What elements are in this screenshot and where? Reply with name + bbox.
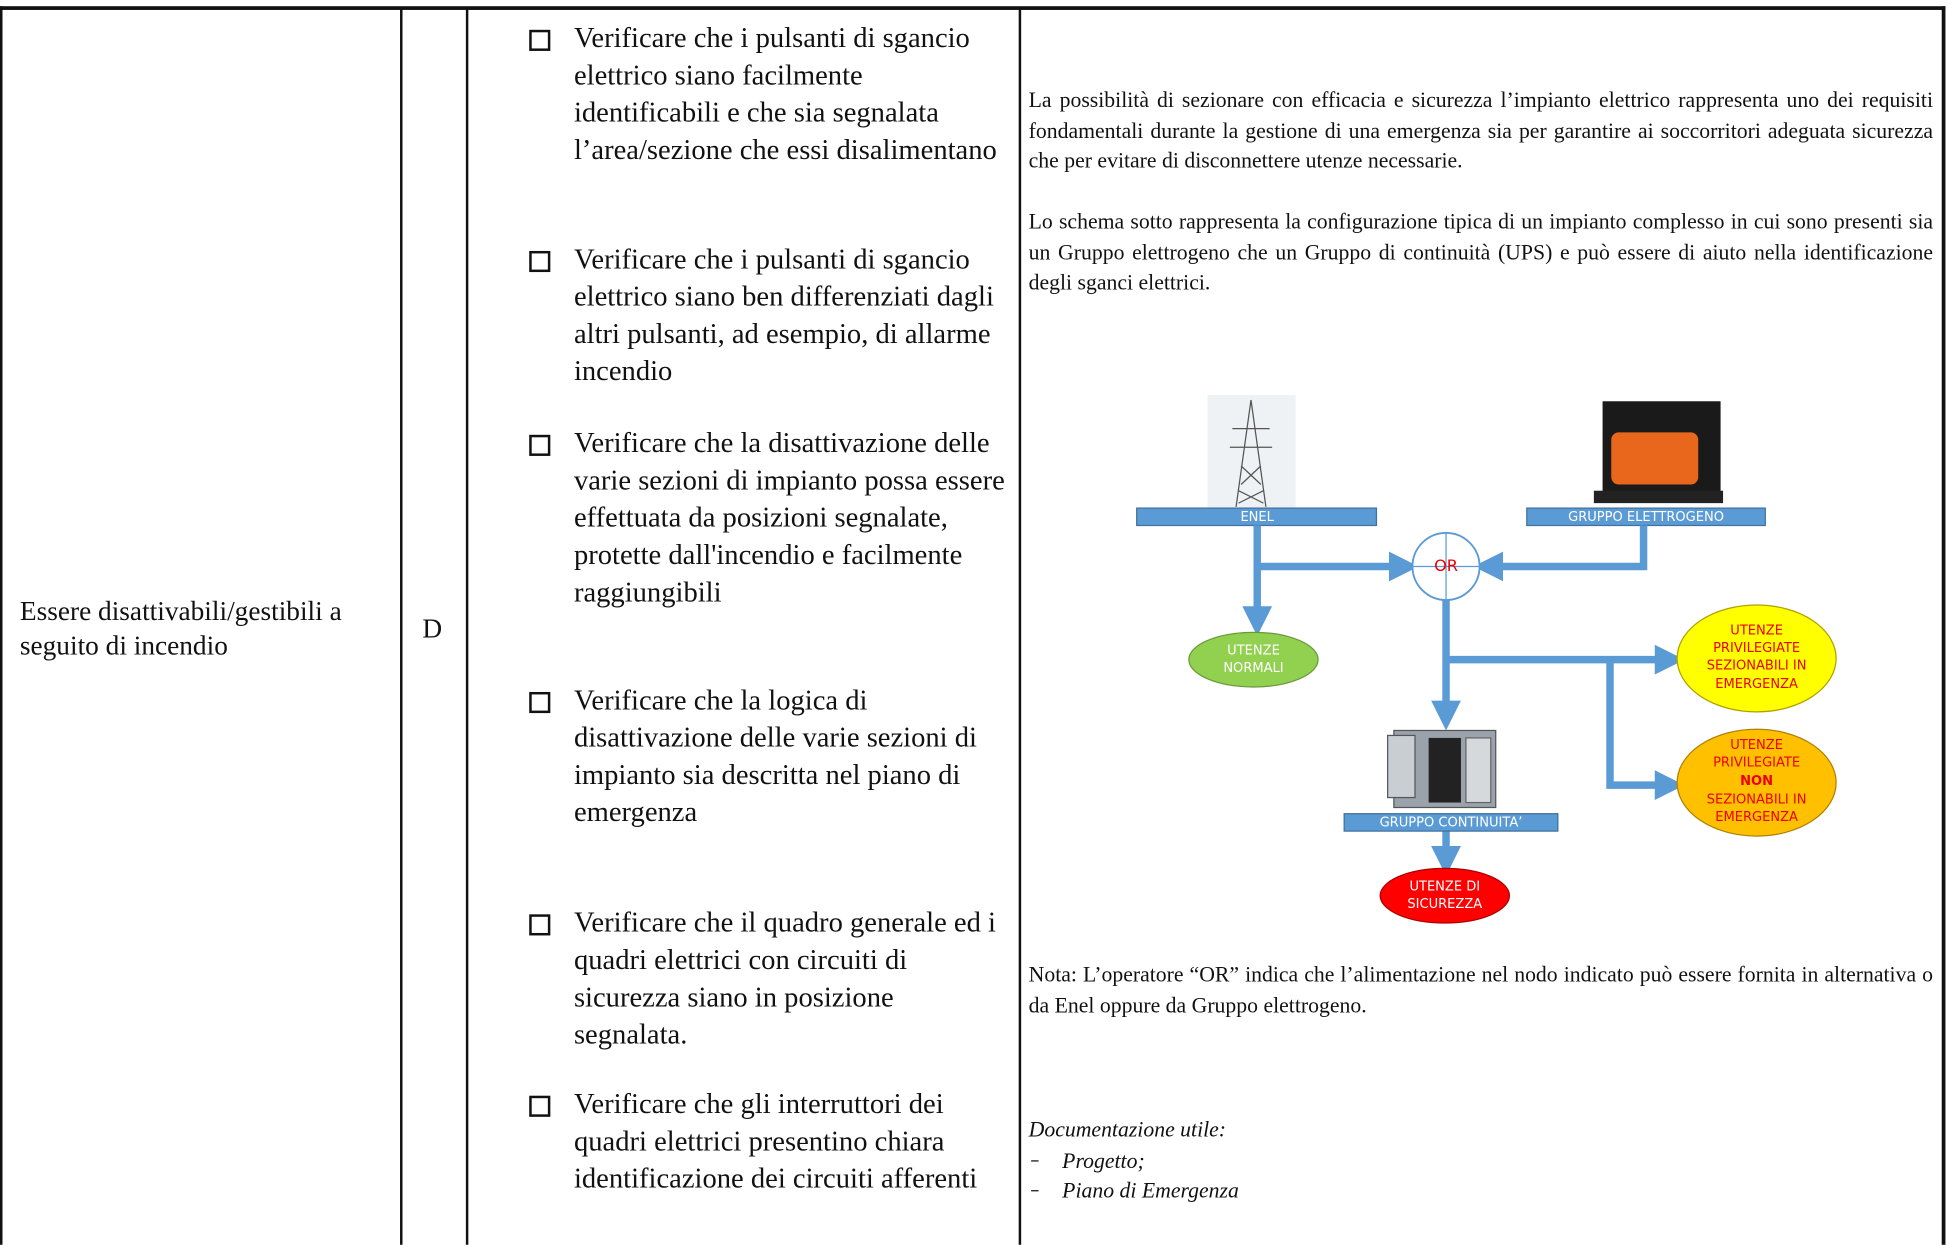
diagram-label: SICUREZZA [1407, 897, 1482, 912]
pylon-image [1207, 395, 1296, 509]
border-right [1941, 6, 1946, 1245]
check-item: Verificare che il quadro generale ed i q… [529, 904, 1013, 1053]
documentation-item: Progetto; [1029, 1145, 1933, 1176]
column-line [465, 7, 468, 1245]
documentation-item: Piano di Emergenza [1029, 1175, 1933, 1206]
diagram-label: PRIVILEGIATE [1713, 755, 1800, 770]
note: Nota: L’operatore “OR” indica che l’alim… [1028, 961, 1934, 1017]
diagram-label: OR [1434, 556, 1458, 575]
check-item: Verificare che i pulsanti di sgancio ele… [529, 20, 1013, 169]
check-text: Verificare che la disattivazione delle v… [573, 427, 1005, 608]
diagram-label: UTENZE [1227, 643, 1280, 658]
check-text: Verificare che il quadro generale ed i q… [573, 906, 996, 1050]
column-line [1018, 7, 1021, 1245]
check-text: Verificare che gli interruttori dei quad… [573, 1088, 978, 1194]
diagram-label: EMERGENZA [1715, 810, 1798, 825]
sectionable-loads: UTENZE PRIVILEGIATE SEZIONABILI IN EMERG… [1676, 604, 1837, 713]
check-text: Verificare che la logica di disattivazio… [573, 684, 977, 828]
ups-bar: GRUPPO CONTINUITA’ [1343, 813, 1559, 832]
diagram-label: UTENZE DI [1409, 880, 1480, 895]
paragraph: La possibilità di sezionare con efficaci… [1028, 86, 1934, 173]
generator-image [1593, 401, 1724, 504]
diagram-label: GRUPPO ELETTROGENO [1568, 510, 1724, 525]
code: D [422, 612, 443, 644]
generator-bar: GRUPPO ELETTROGENO [1526, 507, 1766, 527]
check-item: Verificare che la disattivazione delle v… [529, 425, 1013, 611]
diagram-label: ENEL [1240, 510, 1274, 525]
check-item: Verificare che i pulsanti di sgancio ele… [529, 241, 1013, 390]
border-left [0, 6, 3, 1245]
enel-bar: ENEL [1136, 507, 1378, 527]
diagram-label: EMERGENZA [1715, 677, 1798, 692]
border-top [0, 6, 1946, 10]
safety-loads: UTENZE DI SICUREZZA [1379, 867, 1511, 924]
diagram: ENEL GRUPPO ELETTROGENO OR UTENZE NORMAL… [1136, 395, 1837, 924]
paragraph: Lo schema sotto rappresenta la configura… [1028, 208, 1934, 295]
check-item: Verificare che la logica di disattivazio… [529, 682, 1013, 831]
diagram-label: UTENZE [1730, 738, 1783, 753]
requirement: Essere disattivabili/gestibili a seguito… [19, 595, 342, 661]
ups-image [1387, 729, 1497, 809]
diagram-label: SEZIONABILI IN [1707, 793, 1807, 808]
diagram-label: NON [1740, 774, 1773, 789]
normal-loads: UTENZE NORMALI [1188, 631, 1319, 688]
documentation: Documentazione utile: Progetto; Piano di… [1029, 1114, 1933, 1206]
connectors [1242, 525, 1685, 876]
check-item: Verificare che gli interruttori dei quad… [529, 1086, 1013, 1198]
check-text: Verificare che i pulsanti di sgancio ele… [573, 22, 997, 166]
non-sectionable-loads: UTENZE PRIVILEGIATE NON SEZIONABILI IN E… [1676, 728, 1837, 837]
or-node: OR [1411, 532, 1481, 601]
diagram-label: NORMALI [1223, 661, 1283, 676]
diagram-label: GRUPPO CONTINUITA’ [1380, 816, 1523, 831]
diagram-label: PRIVILEGIATE [1713, 641, 1800, 656]
column-line [400, 7, 402, 1245]
documentation-title: Documentazione utile: [1028, 1116, 1227, 1142]
diagram-label: SEZIONABILI IN [1707, 658, 1807, 673]
check-text: Verificare che i pulsanti di sgancio ele… [573, 243, 994, 387]
diagram-label: UTENZE [1730, 624, 1783, 639]
